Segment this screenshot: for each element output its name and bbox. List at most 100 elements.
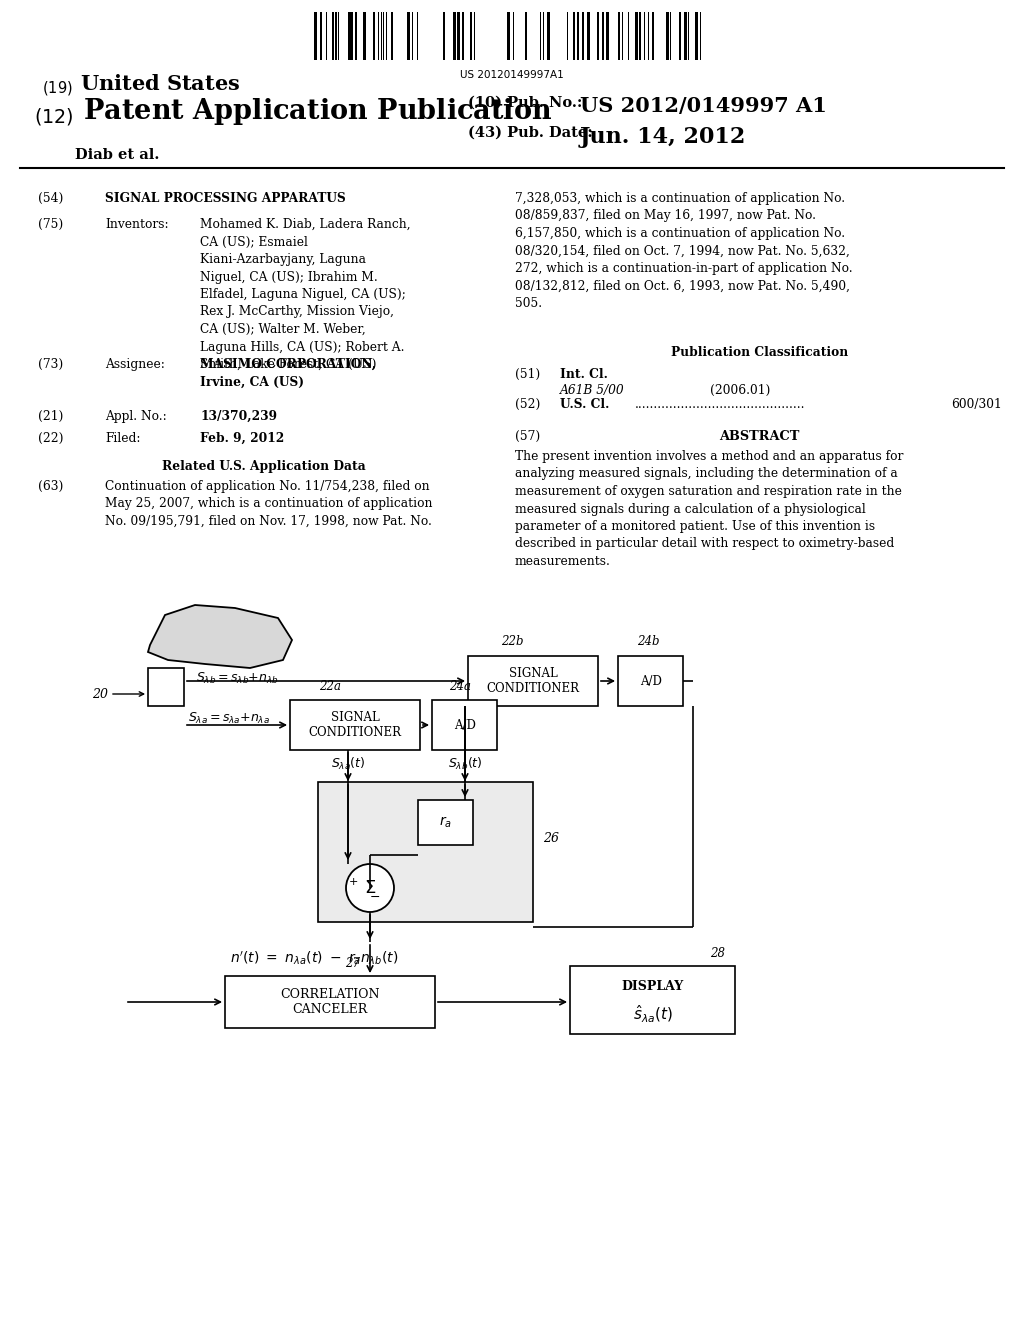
- Text: SIGNAL PROCESSING APPARATUS: SIGNAL PROCESSING APPARATUS: [105, 191, 346, 205]
- Text: A/D: A/D: [454, 718, 475, 731]
- Text: (2006.01): (2006.01): [710, 384, 770, 397]
- Bar: [652, 12, 654, 59]
- Text: U.S. Cl.: U.S. Cl.: [560, 399, 609, 411]
- Bar: [577, 12, 579, 59]
- Bar: [318, 781, 534, 921]
- Circle shape: [346, 865, 394, 912]
- Bar: [148, 668, 184, 706]
- Text: ............................................: ........................................…: [635, 399, 806, 411]
- Text: Jun. 14, 2012: Jun. 14, 2012: [580, 125, 746, 148]
- Bar: [695, 12, 698, 59]
- Text: 22b: 22b: [501, 635, 523, 648]
- Text: $_{(19)}$ United States: $_{(19)}$ United States: [42, 73, 241, 99]
- Text: 28: 28: [710, 946, 725, 960]
- Text: Publication Classification: Publication Classification: [671, 346, 848, 359]
- Bar: [373, 12, 375, 59]
- Text: 22a: 22a: [319, 680, 341, 693]
- Text: (57): (57): [515, 430, 541, 444]
- Text: (51): (51): [515, 368, 541, 381]
- Text: $S_{\lambda a}(t)$: $S_{\lambda a}(t)$: [331, 756, 366, 772]
- Text: Int. Cl.: Int. Cl.: [560, 368, 608, 381]
- Text: SIGNAL
CONDITIONER: SIGNAL CONDITIONER: [486, 667, 580, 696]
- Text: 13/370,239: 13/370,239: [200, 411, 278, 422]
- Text: (73): (73): [38, 358, 63, 371]
- Text: +: +: [348, 876, 357, 887]
- Bar: [618, 12, 620, 59]
- Text: (21): (21): [38, 411, 63, 422]
- Text: 26: 26: [543, 832, 559, 845]
- Bar: [468, 656, 598, 706]
- Bar: [597, 12, 599, 59]
- Text: ABSTRACT: ABSTRACT: [719, 430, 800, 444]
- Text: Mohamed K. Diab, Ladera Ranch,
CA (US); Esmaiel
Kiani-Azarbayjany, Laguna
Niguel: Mohamed K. Diab, Ladera Ranch, CA (US); …: [200, 218, 411, 371]
- Bar: [470, 12, 472, 59]
- Text: (52): (52): [515, 399, 541, 411]
- Bar: [573, 12, 575, 59]
- Bar: [335, 12, 337, 59]
- Text: A/D: A/D: [640, 675, 662, 688]
- Bar: [348, 12, 353, 59]
- Bar: [462, 12, 464, 59]
- Text: Filed:: Filed:: [105, 432, 140, 445]
- Text: MASIMO CORPORATION,
Irvine, CA (US): MASIMO CORPORATION, Irvine, CA (US): [200, 358, 376, 388]
- Text: $\Sigma$: $\Sigma$: [364, 879, 376, 898]
- Text: SIGNAL
CONDITIONER: SIGNAL CONDITIONER: [308, 711, 401, 739]
- Text: (54): (54): [38, 191, 63, 205]
- Bar: [606, 12, 609, 59]
- Bar: [639, 12, 641, 59]
- Bar: [457, 12, 460, 59]
- Bar: [453, 12, 456, 59]
- Bar: [570, 966, 735, 1034]
- Text: $r_a$: $r_a$: [439, 814, 452, 830]
- Text: The present invention involves a method and an apparatus for
analyzing measured : The present invention involves a method …: [515, 450, 903, 568]
- Bar: [443, 12, 445, 59]
- Bar: [547, 12, 550, 59]
- Bar: [332, 12, 334, 59]
- Text: $S_{\lambda b}(t)$: $S_{\lambda b}(t)$: [447, 756, 482, 772]
- Text: A61B 5/00: A61B 5/00: [560, 384, 625, 397]
- Bar: [679, 12, 681, 59]
- Text: (75): (75): [38, 218, 63, 231]
- Text: Continuation of application No. 11/754,238, filed on
May 25, 2007, which is a co: Continuation of application No. 11/754,2…: [105, 480, 432, 528]
- Polygon shape: [148, 605, 292, 668]
- Bar: [418, 800, 473, 845]
- Bar: [618, 656, 683, 706]
- Bar: [525, 12, 527, 59]
- Text: −: −: [370, 891, 380, 903]
- Bar: [362, 12, 366, 59]
- Bar: [290, 700, 420, 750]
- Bar: [432, 700, 497, 750]
- Bar: [582, 12, 584, 59]
- Text: US 20120149997A1: US 20120149997A1: [460, 70, 564, 81]
- Text: (63): (63): [38, 480, 63, 492]
- Text: 24a: 24a: [449, 680, 471, 693]
- Text: CORRELATION
CANCELER: CORRELATION CANCELER: [281, 987, 380, 1016]
- Bar: [391, 12, 393, 59]
- Text: 24b: 24b: [637, 635, 659, 648]
- Text: Appl. No.:: Appl. No.:: [105, 411, 167, 422]
- Text: (10) Pub. No.:: (10) Pub. No.:: [468, 96, 583, 110]
- Text: 600/301: 600/301: [951, 399, 1002, 411]
- Bar: [319, 12, 322, 59]
- Text: $n'(t)\ =\ n_{\lambda a}(t)\ -\ r_a n_{\lambda b}(t)$: $n'(t)\ =\ n_{\lambda a}(t)\ -\ r_a n_{\…: [230, 949, 398, 966]
- Bar: [666, 12, 669, 59]
- Text: Related U.S. Application Data: Related U.S. Application Data: [162, 459, 366, 473]
- Bar: [602, 12, 604, 59]
- Bar: [635, 12, 638, 59]
- Text: 27: 27: [345, 957, 360, 970]
- Text: US 2012/0149997 A1: US 2012/0149997 A1: [580, 96, 826, 116]
- Text: $S_{\lambda b}$$=$$s_{\lambda b}$$+$$n_{\lambda b}$: $S_{\lambda b}$$=$$s_{\lambda b}$$+$$n_{…: [196, 671, 279, 685]
- Text: $S_{\lambda a}$$=$$s_{\lambda a}$$+$$n_{\lambda a}$: $S_{\lambda a}$$=$$s_{\lambda a}$$+$$n_{…: [188, 710, 270, 726]
- Bar: [684, 12, 687, 59]
- Text: Diab et al.: Diab et al.: [75, 148, 160, 162]
- Bar: [507, 12, 510, 59]
- Bar: [587, 12, 590, 59]
- Bar: [314, 12, 317, 59]
- Text: (22): (22): [38, 432, 63, 445]
- Text: $\hat{s}_{\lambda a}(t)$: $\hat{s}_{\lambda a}(t)$: [633, 1003, 673, 1024]
- Text: Assignee:: Assignee:: [105, 358, 165, 371]
- Text: 7,328,053, which is a continuation of application No.
08/859,837, filed on May 1: 7,328,053, which is a continuation of ap…: [515, 191, 853, 310]
- Text: $_{(12)}$ Patent Application Publication: $_{(12)}$ Patent Application Publication: [34, 96, 552, 128]
- Text: Feb. 9, 2012: Feb. 9, 2012: [200, 432, 285, 445]
- Text: 20: 20: [92, 688, 108, 701]
